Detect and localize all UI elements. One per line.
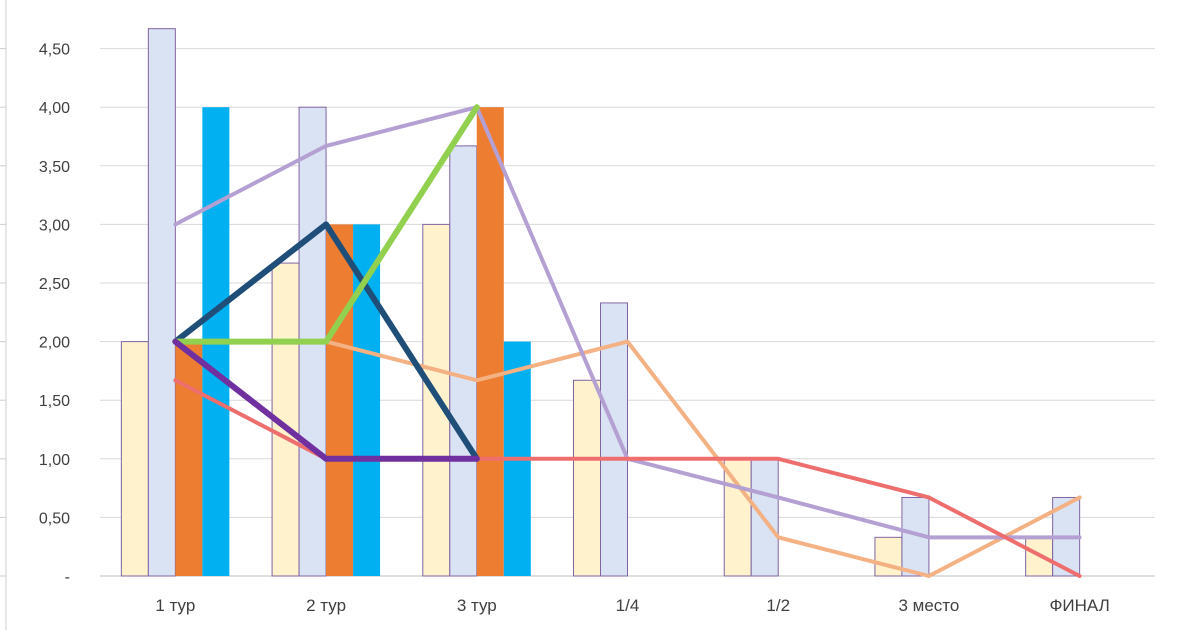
- y-tick-label: 2,00: [39, 335, 70, 352]
- bar-series-2-2: [449, 145, 478, 577]
- y-tick-label: 4,00: [39, 100, 70, 117]
- bar-series-3-1: [326, 224, 354, 576]
- axis-layer: - 0,50 1,00 1,50 2,00 2,50 3,00 3,50 4,00 4,50 1 т…: [39, 42, 1110, 615]
- x-tick-label: 1 тур: [155, 596, 195, 615]
- y-tick-label: 0,50: [39, 510, 70, 527]
- y-tick-label: 3,50: [39, 159, 70, 176]
- bar-series-3-2: [476, 107, 504, 576]
- y-tick-label: 3,00: [39, 217, 70, 234]
- x-tick-label: 1/4: [616, 596, 640, 615]
- line-series-5: [172, 104, 480, 345]
- bar-series-3-0: [175, 341, 203, 576]
- line-series-6: [172, 338, 480, 462]
- x-tick-label: ФИНАЛ: [1049, 596, 1109, 615]
- bar-series-1-0: [120, 341, 149, 577]
- line-series-4: [172, 221, 480, 462]
- y-tick-label: 1,50: [39, 393, 70, 410]
- y-tick-label: 4,50: [39, 42, 70, 59]
- x-tick-label: 2 тур: [306, 596, 346, 615]
- bar-series-1-3: [573, 379, 601, 577]
- bar-layer: [120, 28, 1081, 577]
- x-tick-label: 1/2: [766, 596, 790, 615]
- x-tick-label: 3 место: [898, 596, 959, 615]
- line-layer: [172, 104, 1082, 578]
- bar-series-2-0: [147, 28, 176, 577]
- y-tick-label: 2,50: [39, 276, 70, 293]
- bar-series-1-4: [723, 458, 752, 577]
- bar-series-2-4: [750, 458, 779, 577]
- y-tick-label: -: [65, 569, 70, 586]
- bar-series-1-5: [874, 536, 903, 577]
- y-tick-label: 1,00: [39, 452, 70, 469]
- x-tick-label: 3 тур: [457, 596, 497, 615]
